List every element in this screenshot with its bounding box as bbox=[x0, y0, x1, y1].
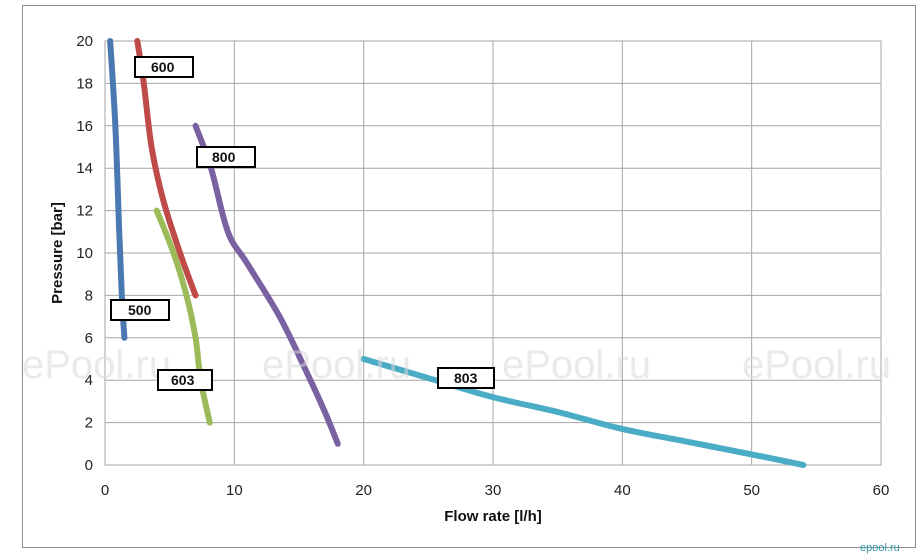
watermark-text-1: ePool.ru bbox=[22, 343, 171, 387]
axis-titles: Flow rate [l/h] Pressure [bar] bbox=[49, 202, 542, 525]
label-500: 500 bbox=[110, 299, 170, 321]
label-600: 600 bbox=[134, 56, 194, 78]
series-line-800 bbox=[192, 122, 341, 447]
y-tick-label: 12 bbox=[76, 203, 93, 220]
y-tick-label: 20 bbox=[76, 33, 93, 50]
y-tick-label: 4 bbox=[85, 372, 93, 389]
y-axis-title: Pressure [bar] bbox=[49, 202, 66, 304]
x-tick-label: 20 bbox=[355, 482, 372, 499]
series-line-600 bbox=[134, 38, 199, 299]
label-803-text: 803 bbox=[454, 370, 478, 386]
label-803: 803 bbox=[437, 367, 495, 389]
y-tick-label: 8 bbox=[85, 287, 93, 304]
x-tick-label: 40 bbox=[614, 482, 631, 499]
y-tick-label: 0 bbox=[85, 457, 93, 474]
y-tick-label: 14 bbox=[76, 160, 93, 177]
series-layer bbox=[107, 38, 807, 468]
label-layer: 600 800 500 603 803 bbox=[110, 56, 495, 391]
watermark-text-2: ePool.ru bbox=[262, 343, 411, 387]
x-tick-label: 0 bbox=[101, 482, 109, 499]
y-tick-label: 6 bbox=[85, 330, 93, 347]
watermark-text-4: ePool.ru bbox=[742, 343, 891, 387]
series-line-500 bbox=[107, 38, 128, 341]
y-tick-label: 18 bbox=[76, 75, 93, 92]
x-tick-label: 30 bbox=[485, 482, 502, 499]
label-600-text: 600 bbox=[151, 59, 175, 75]
y-tick-label: 10 bbox=[76, 245, 93, 262]
label-500-text: 500 bbox=[128, 302, 152, 318]
label-800-text: 800 bbox=[212, 149, 236, 165]
label-603: 603 bbox=[157, 369, 213, 391]
corner-watermark: epool.ru bbox=[860, 542, 900, 554]
watermark-text-3: ePool.ru bbox=[502, 343, 651, 387]
x-tick-label: 10 bbox=[226, 482, 243, 499]
watermark-layer: ePool.ru ePool.ru ePool.ru ePool.ru bbox=[22, 343, 891, 387]
y-tick-label: 16 bbox=[76, 118, 93, 135]
label-800: 800 bbox=[196, 146, 256, 168]
x-axis-title: Flow rate [l/h] bbox=[444, 508, 542, 525]
x-tick-label: 60 bbox=[873, 482, 890, 499]
series-line-803 bbox=[360, 356, 807, 468]
x-tick-label: 50 bbox=[743, 482, 760, 499]
label-603-text: 603 bbox=[171, 372, 195, 388]
grid-layer: 0 2 4 6 8 10 12 14 16 18 20 0 10 20 30 40 50 60 bbox=[76, 33, 889, 499]
y-tick-label: 2 bbox=[85, 415, 93, 432]
